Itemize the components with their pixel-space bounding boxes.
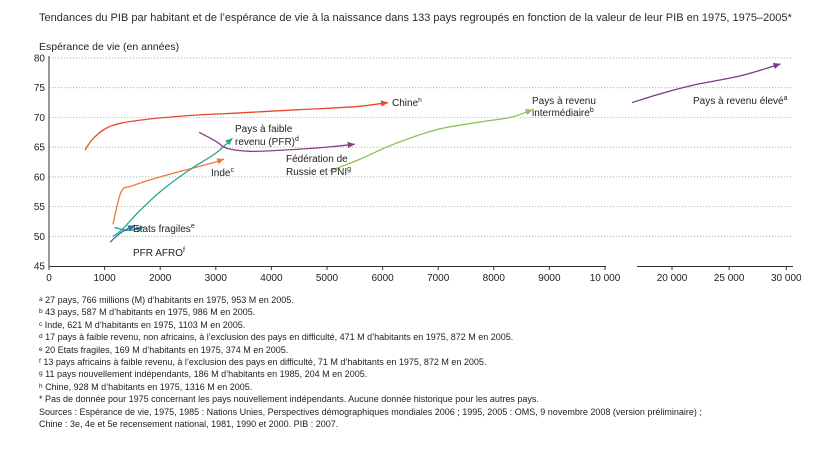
label-pfr-line1: Pays à faible (235, 124, 293, 135)
label-etats-fragiles: Etats fragilese (133, 223, 195, 235)
y-tick-55: 55 (34, 202, 46, 213)
footnotes: a 27 pays, 766 millions (M) d’habitants … (39, 294, 809, 430)
series-arrow-etats-fragiles (135, 226, 144, 233)
series-arrow-chine (380, 100, 389, 107)
series-arrow-inde (216, 158, 225, 165)
y-tick-60: 60 (34, 172, 46, 183)
label-russie-line2: Russie et PNIg (286, 166, 351, 178)
label-intermediaire-line1: Pays à revenu (532, 96, 596, 107)
footnote-text: Sources : Espérance de vie, 1975, 1985 :… (39, 406, 702, 417)
footnote-marker: h (39, 382, 43, 390)
y-axis-ticks: 45 50 55 60 65 70 75 80 (34, 54, 46, 273)
x-tick-6000: 6000 (371, 273, 394, 284)
series-line-pays-a-revenu-eleve (631, 63, 781, 104)
series-arrow-pays-a-faible-revenu-pfr (225, 138, 233, 146)
y-tick-50: 50 (34, 232, 46, 243)
footnote-marker: c (39, 320, 43, 328)
label-chine: Chineh (392, 97, 422, 109)
footnote-marker: g (39, 370, 43, 378)
y-tick-70: 70 (34, 113, 46, 124)
footnote-h: h Chine, 928 M d’habitants en 1975, 1316… (39, 381, 809, 393)
x-axis-ticks: 0 1000 2000 3000 4000 5000 6000 7000 8000 9000 10 … (46, 266, 802, 284)
footnote-g: g 11 pays nouvellement indépendants, 186… (39, 368, 809, 380)
footnote-d: d 17 pays à faible revenu, non africains… (39, 331, 809, 343)
series-line-pays-a-revenu-intermediaire (329, 109, 533, 172)
x-tick-9000: 9000 (538, 273, 561, 284)
y-axis-label: Espérance de vie (en années) (39, 41, 179, 53)
footnote-text: * Pas de donnée pour 1975 concernant les… (39, 394, 539, 405)
footnote-text: 11 pays nouvellement indépendants, 186 M… (45, 369, 368, 380)
x-tick-4000: 4000 (260, 273, 283, 284)
x-tick-0: 0 (46, 273, 52, 284)
footnote-note-9: Sources : Espérance de vie, 1975, 1985 :… (39, 406, 809, 418)
footnote-marker: a (39, 296, 43, 303)
footnote-note-10: Chine : 3e, 4e et 5e recensement nationa… (39, 418, 809, 430)
series-arrow-pays-a-revenu-intermediaire (525, 109, 533, 115)
label-pfr-line2: revenu (PFR)d (235, 136, 299, 148)
footnote-marker: b (39, 308, 43, 316)
series-lines (84, 62, 781, 243)
footnote-f: f 13 pays africains à faible revenu, à l… (39, 356, 809, 368)
gridlines (49, 57, 792, 237)
footnote-b: b 43 pays, 587 M d’habitants en 1975, 98… (39, 306, 809, 318)
label-pfr-afro: PFR AFROf (133, 247, 185, 259)
footnote-a: a 27 pays, 766 millions (M) d’habitants … (39, 294, 809, 306)
x-tick-30000: 30 000 (771, 273, 802, 284)
life-expectancy-chart: Espérance de vie (en années) 45 50 55 60 65 7… (34, 41, 802, 284)
series-arrow-federation-de-russie-et-pni (347, 141, 355, 149)
footnote-e: e 20 Etats fragiles, 169 M d’habitants e… (39, 344, 809, 356)
y-tick-75: 75 (34, 83, 46, 94)
footnote-marker: f (39, 358, 41, 366)
x-tick-1000: 1000 (93, 273, 116, 284)
x-tick-5000: 5000 (316, 273, 339, 284)
label-intermediaire-line2: intermédiaireb (532, 107, 594, 119)
y-tick-80: 80 (34, 54, 46, 65)
footnote-text: 20 Etats fragiles, 169 M d’habitants en … (45, 344, 289, 355)
series-line-federation-de-russie-et-pni (198, 131, 355, 153)
y-tick-45: 45 (34, 262, 46, 273)
series-line-pays-a-faible-revenu-pfr (112, 137, 233, 237)
footnote-text: 27 pays, 766 millions (M) d’habitants en… (45, 295, 294, 305)
footnote-text: 13 pays africains à faible revenu, à l’e… (43, 357, 487, 368)
series-line-inde (112, 158, 225, 225)
footnote-marker: d (39, 333, 43, 341)
footnote-text: Chine : 3e, 4e et 5e recensement nationa… (39, 419, 339, 430)
series-arrow-pfr-afro (127, 225, 136, 232)
series-line-chine (84, 101, 389, 151)
footnote-text: 17 pays à faible revenu, non africains, … (45, 332, 514, 343)
x-tick-7000: 7000 (427, 273, 450, 284)
footnote-text: 43 pays, 587 M d’habitants en 1975, 986 … (45, 307, 256, 318)
x-tick-10000: 10 000 (590, 273, 621, 284)
chart-title: Tendances du PIB par habitant et de l’es… (39, 12, 792, 24)
x-tick-2000: 2000 (149, 273, 172, 284)
x-tick-8000: 8000 (483, 273, 506, 284)
x-tick-25000: 25 000 (714, 273, 745, 284)
footnote-c: c Inde, 621 M d’habitants en 1975, 1103 … (39, 319, 809, 331)
footnote-note-8: * Pas de donnée pour 1975 concernant les… (39, 393, 809, 405)
y-tick-65: 65 (34, 143, 46, 154)
label-inde: Indec (211, 167, 234, 179)
x-tick-3000: 3000 (205, 273, 228, 284)
footnote-marker: e (39, 345, 43, 353)
series-arrow-pays-a-revenu-eleve (772, 62, 781, 69)
footnote-text: Chine, 928 M d’habitants en 1975, 1316 M… (45, 381, 253, 392)
footnote-text: Inde, 621 M d’habitants en 1975, 1103 M … (44, 319, 246, 330)
label-eleve: Pays à revenu élevéa (693, 95, 788, 107)
x-tick-20000: 20 000 (657, 273, 688, 284)
label-russie-line1: Fédération de (286, 154, 348, 165)
